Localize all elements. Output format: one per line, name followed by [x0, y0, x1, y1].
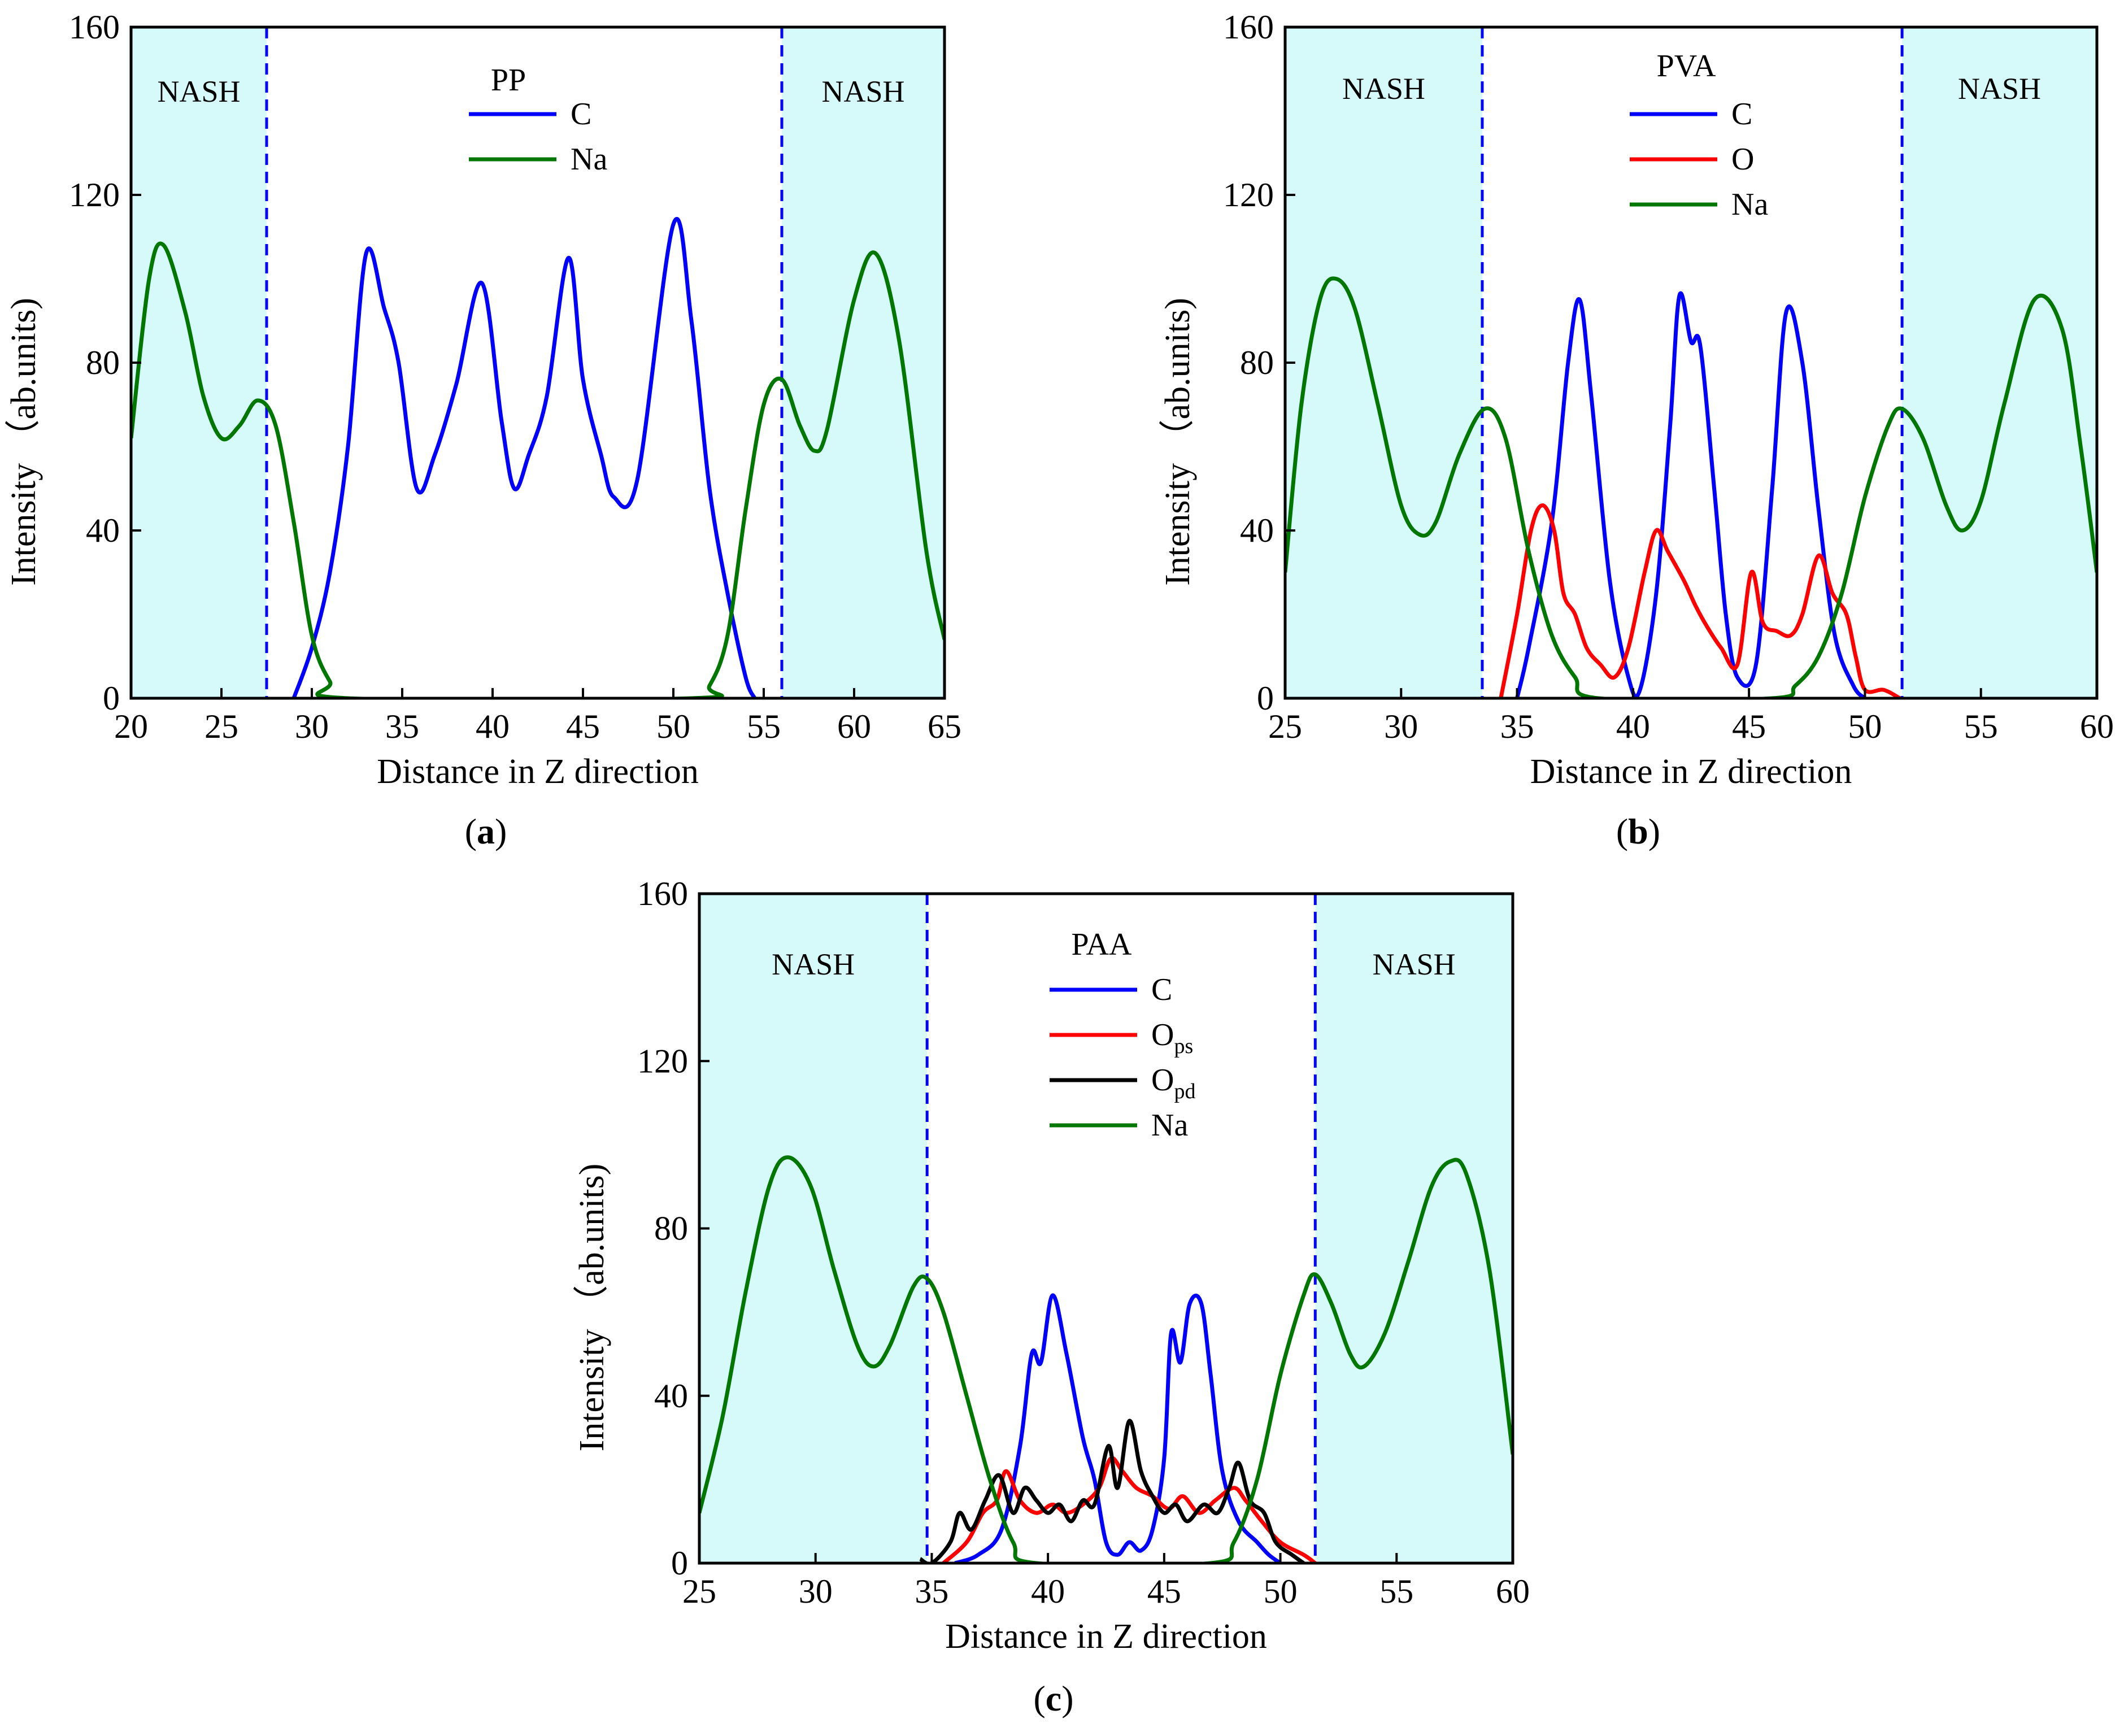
series-line-c: [954, 1293, 1282, 1563]
legend-label: Na: [571, 142, 607, 177]
x-tick-label: 25: [204, 708, 238, 745]
nash-region: [782, 27, 945, 698]
x-tick-label: 55: [1964, 708, 1998, 745]
nash-label: NASH: [1958, 72, 2041, 106]
x-tick-label: 60: [837, 708, 871, 745]
y-tick-label: 160: [1223, 8, 1274, 46]
x-tick-label: 40: [1031, 1573, 1065, 1610]
nash-label: NASH: [1342, 72, 1425, 106]
x-tick-label: 55: [747, 708, 781, 745]
series-line-na: [131, 241, 945, 698]
nash-region: [1285, 27, 1482, 698]
y-tick-label: 0: [103, 680, 120, 717]
nash-label: NASH: [821, 75, 904, 108]
y-tick-label: 40: [86, 512, 120, 549]
series-line-o: [1499, 503, 1901, 698]
x-tick-label: 50: [656, 708, 690, 745]
x-tick-label: 30: [1384, 708, 1418, 745]
y-tick-label: 0: [671, 1544, 688, 1582]
chart-panel-2: NASH NASH 25 30 35 40 45 50 55 60 0 40 80 120 160 Dista…: [1159, 8, 2114, 791]
y-tick-label: 160: [69, 8, 120, 46]
x-tick-label: 35: [1500, 708, 1534, 745]
series-line-na: [699, 1155, 1513, 1563]
y-tick-label: 120: [69, 176, 120, 214]
chart-title: PAA: [1072, 927, 1132, 962]
y-tick-label: 160: [637, 875, 688, 912]
x-axis-title: Distance in Z direction: [1530, 752, 1852, 791]
nash-label: NASH: [1373, 947, 1456, 981]
x-tick-label: 50: [1264, 1573, 1298, 1610]
panel-label-b: (b): [1616, 811, 1661, 851]
chart-panel-3: NASH NASH 25 30 35 40 45 50 55 60 0 40 80 120 160 Dista…: [573, 875, 1530, 1656]
x-tick-label: 35: [915, 1573, 948, 1610]
y-axis-title: Intensity （ab.units): [573, 1164, 611, 1452]
x-tick-label: 40: [1616, 708, 1650, 745]
y-axis-title: Intensity （ab.units): [5, 298, 43, 586]
legend-label: Ops: [1151, 1017, 1193, 1058]
y-tick-label: 120: [637, 1042, 688, 1080]
x-tick-label: 35: [385, 708, 419, 745]
legend-label: C: [1731, 97, 1752, 132]
chart-title: PVA: [1657, 49, 1716, 84]
y-tick-label: 80: [86, 344, 120, 381]
legend-label: Na: [1731, 187, 1768, 222]
y-tick-label: 120: [1223, 176, 1274, 214]
nash-label: NASH: [772, 947, 855, 981]
x-tick-label: 40: [476, 708, 510, 745]
legend-label: Opd: [1151, 1063, 1195, 1103]
legend-label: C: [1151, 972, 1172, 1007]
y-tick-label: 80: [654, 1210, 688, 1247]
x-tick-label: 50: [1848, 708, 1882, 745]
x-axis-title: Distance in Z direction: [945, 1617, 1267, 1656]
x-tick-label: 45: [1732, 708, 1766, 745]
y-tick-label: 40: [1240, 512, 1274, 549]
x-tick-label: 45: [1147, 1573, 1181, 1610]
y-tick-label: 0: [1257, 680, 1274, 717]
x-tick-label: 45: [566, 708, 600, 745]
y-tick-label: 40: [654, 1377, 688, 1415]
x-tick-label: 60: [2080, 708, 2114, 745]
legend-label: O: [1731, 142, 1754, 177]
x-tick-label: 30: [799, 1573, 833, 1610]
chart-panel-1: NASH NASH 20 25 30 35 40 45 50 55 60 65 0 40 80 120 160 D…: [5, 8, 961, 791]
x-tick-label: 25: [682, 1573, 716, 1610]
series-line-na: [1285, 276, 2097, 698]
nash-label: NASH: [157, 75, 240, 108]
x-tick-label: 60: [1496, 1573, 1530, 1610]
x-tick-label: 30: [295, 708, 329, 745]
chart-title: PP: [491, 63, 526, 98]
panel-label-a: (a): [464, 811, 507, 851]
y-tick-label: 80: [1240, 344, 1274, 381]
panel-label-c: (c): [1033, 1678, 1074, 1718]
x-tick-label: 55: [1379, 1573, 1413, 1610]
x-tick-label: 65: [928, 708, 961, 745]
legend-label: Na: [1151, 1108, 1188, 1143]
nash-region: [1902, 27, 2097, 698]
series-line-c: [1515, 291, 1867, 698]
nash-region: [699, 894, 928, 1563]
series-line-c: [291, 217, 757, 698]
x-tick-label: 25: [1268, 708, 1302, 745]
x-tick-label: 20: [114, 708, 148, 745]
legend-label: C: [571, 97, 591, 132]
nash-region: [131, 27, 267, 698]
y-axis-title: Intensity （ab.units): [1159, 298, 1197, 586]
x-axis-title: Distance in Z direction: [377, 752, 699, 791]
